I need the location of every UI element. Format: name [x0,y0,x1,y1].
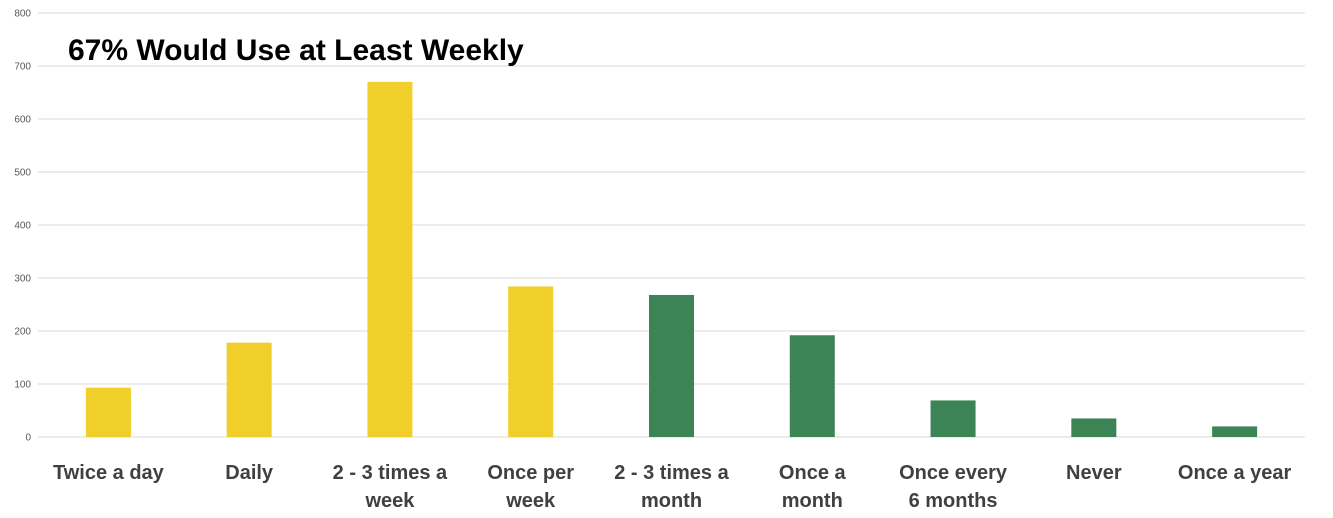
x-tick-label-line: Never [1066,462,1122,484]
y-tick-label: 600 [14,115,31,126]
x-tick-label-line: Once every [899,462,1008,484]
x-tick-label: Once a year [1178,462,1292,484]
x-tick-label-line: 2 - 3 times a [614,462,729,484]
chart-title: 67% Would Use at Least Weekly [68,34,524,67]
x-tick-label: Never [1066,462,1122,484]
bar [789,335,835,437]
x-tick-label-line: week [505,490,556,512]
x-tick-label: Twice a day [53,462,165,484]
y-tick-label: 700 [14,62,31,73]
bar [930,400,976,437]
x-tick-label-line: 6 months [909,490,998,512]
y-axis-ticks: 0 100 200 300 400 500 600 700 800 [14,9,31,444]
bar [1071,418,1117,437]
bar [367,81,413,438]
x-tick-label-line: month [641,490,702,512]
bar [1212,426,1258,437]
x-tick-label-line: Once per [487,462,574,484]
bars [85,81,1258,438]
y-tick-label: 0 [25,433,31,444]
bar [649,294,694,437]
y-tick-label: 400 [14,221,31,232]
x-tick-label-line: week [364,490,415,512]
x-tick-label-line: Twice a day [53,462,165,484]
x-tick-label: Once a month [779,462,847,512]
y-tick-label: 200 [14,327,31,338]
y-tick-label: 800 [14,9,31,20]
bar [85,387,131,437]
x-tick-label: Daily [225,462,274,484]
y-tick-label: 100 [14,380,31,391]
bar [508,286,554,437]
x-tick-label: 2 - 3 times a month [614,462,729,512]
y-tick-label: 300 [14,274,31,285]
x-tick-label: 2 - 3 times a week [333,462,448,512]
x-tick-label: Once every 6 months [899,462,1008,512]
x-tick-label: Once per week [487,462,574,512]
x-tick-label-line: Once a [779,462,847,484]
x-tick-label-line: month [782,490,843,512]
x-tick-label-line: 2 - 3 times a [333,462,448,484]
bar [226,342,272,437]
x-tick-label-line: Daily [225,462,274,484]
x-tick-label-line: Once a year [1178,462,1292,484]
y-tick-label: 500 [14,168,31,179]
